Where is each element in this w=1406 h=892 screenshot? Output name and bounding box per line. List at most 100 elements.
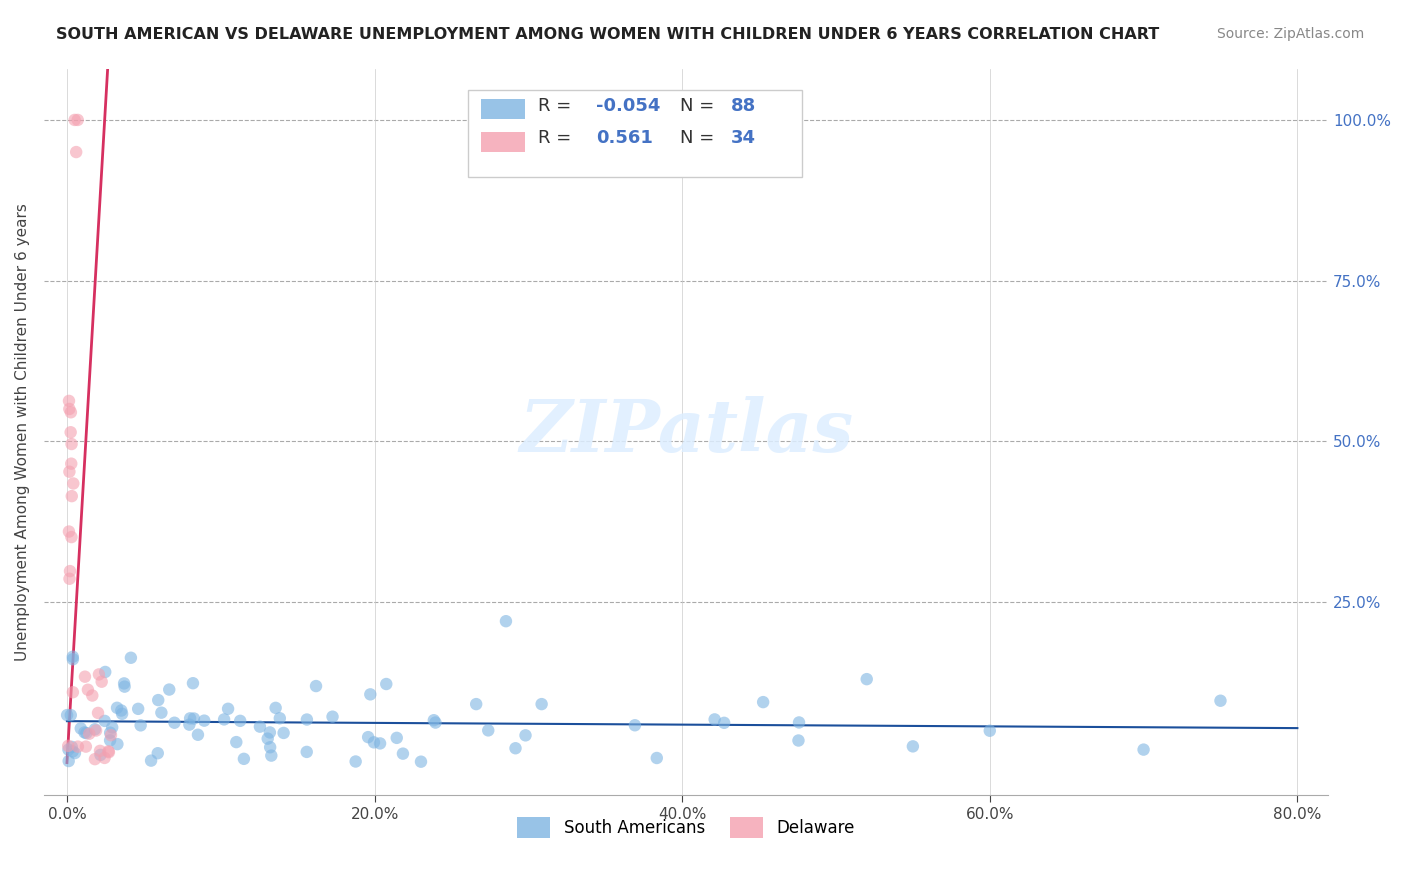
Point (150, 706, 173, 720)
Point (259, 725, 281, 739)
Point (249, 720, 271, 734)
Text: SOUTH AMERICAN VS DELAWARE UNEMPLOYMENT AMONG WOMEN WITH CHILDREN UNDER 6 YEARS : SOUTH AMERICAN VS DELAWARE UNEMPLOYMENT … (56, 27, 1160, 42)
Point (93, 751, 115, 765)
Point (89, 744, 111, 758)
Point (901, 739, 924, 754)
Point (645, 751, 668, 765)
Point (73, 670, 96, 684)
Point (58, 742, 80, 756)
Point (58, 572, 80, 586)
Point (75, 726, 97, 740)
Point (139, 754, 162, 768)
Point (212, 713, 235, 727)
Point (62, 744, 84, 758)
Text: R =: R = (538, 97, 578, 115)
Point (425, 715, 447, 730)
Point (146, 746, 169, 760)
Point (120, 650, 142, 665)
Point (232, 752, 254, 766)
Point (65, 145, 87, 159)
Point (75, 739, 97, 754)
Point (787, 733, 810, 747)
Point (269, 711, 291, 725)
Point (77, 727, 100, 741)
Point (60, 489, 83, 503)
Point (305, 679, 328, 693)
Point (62, 652, 84, 666)
Point (363, 735, 385, 749)
Point (66, 112, 89, 127)
Point (83, 723, 105, 737)
Point (713, 715, 735, 730)
Point (273, 726, 295, 740)
Point (465, 697, 488, 711)
Point (63, 746, 86, 760)
Point (477, 723, 499, 738)
Point (58, 739, 80, 753)
Point (423, 713, 446, 727)
Point (979, 723, 1001, 738)
Point (855, 672, 877, 686)
Point (752, 695, 775, 709)
Point (60, 457, 83, 471)
Point (62, 649, 84, 664)
Point (100, 728, 122, 742)
Point (84, 752, 107, 766)
Point (98, 733, 121, 747)
Point (163, 715, 186, 730)
Point (87, 667, 110, 681)
Text: ZIPatlas: ZIPatlas (519, 396, 853, 467)
Point (84, 723, 107, 738)
Point (90, 674, 112, 689)
Text: Source: ZipAtlas.com: Source: ZipAtlas.com (1216, 27, 1364, 41)
FancyBboxPatch shape (481, 132, 526, 152)
Point (58, 401, 80, 416)
Point (98, 725, 121, 739)
Point (59, 425, 82, 440)
Point (179, 717, 201, 731)
Text: -0.054: -0.054 (596, 97, 661, 115)
Point (385, 731, 408, 745)
Point (505, 741, 527, 756)
Point (59, 708, 82, 723)
Point (87, 706, 110, 720)
Point (359, 687, 381, 701)
Point (110, 704, 132, 718)
Point (259, 740, 281, 755)
Point (179, 711, 201, 725)
Point (97, 745, 120, 759)
Point (127, 702, 149, 716)
Point (375, 677, 398, 691)
Point (59, 405, 82, 419)
Point (157, 682, 180, 697)
Point (264, 701, 287, 715)
Point (111, 706, 134, 721)
Point (225, 735, 247, 749)
Point (392, 747, 415, 761)
Point (77, 682, 100, 697)
Point (60, 530, 83, 544)
Point (82, 689, 104, 703)
Point (63, 112, 86, 127)
Point (368, 736, 391, 750)
Text: N =: N = (679, 97, 720, 115)
Point (787, 715, 810, 730)
Point (229, 714, 252, 728)
Point (295, 713, 318, 727)
Point (59, 564, 82, 578)
Point (97, 744, 120, 758)
Text: 88: 88 (731, 97, 756, 115)
Point (69, 722, 91, 736)
Point (105, 700, 128, 714)
Point (66, 739, 89, 754)
Point (183, 712, 205, 726)
Text: R =: R = (538, 128, 578, 146)
Point (256, 731, 278, 746)
Point (129, 718, 152, 732)
Point (409, 755, 432, 769)
Text: 0.561: 0.561 (596, 128, 652, 146)
Point (94, 665, 117, 679)
Point (193, 714, 215, 728)
Point (73, 725, 96, 739)
Point (260, 748, 283, 763)
